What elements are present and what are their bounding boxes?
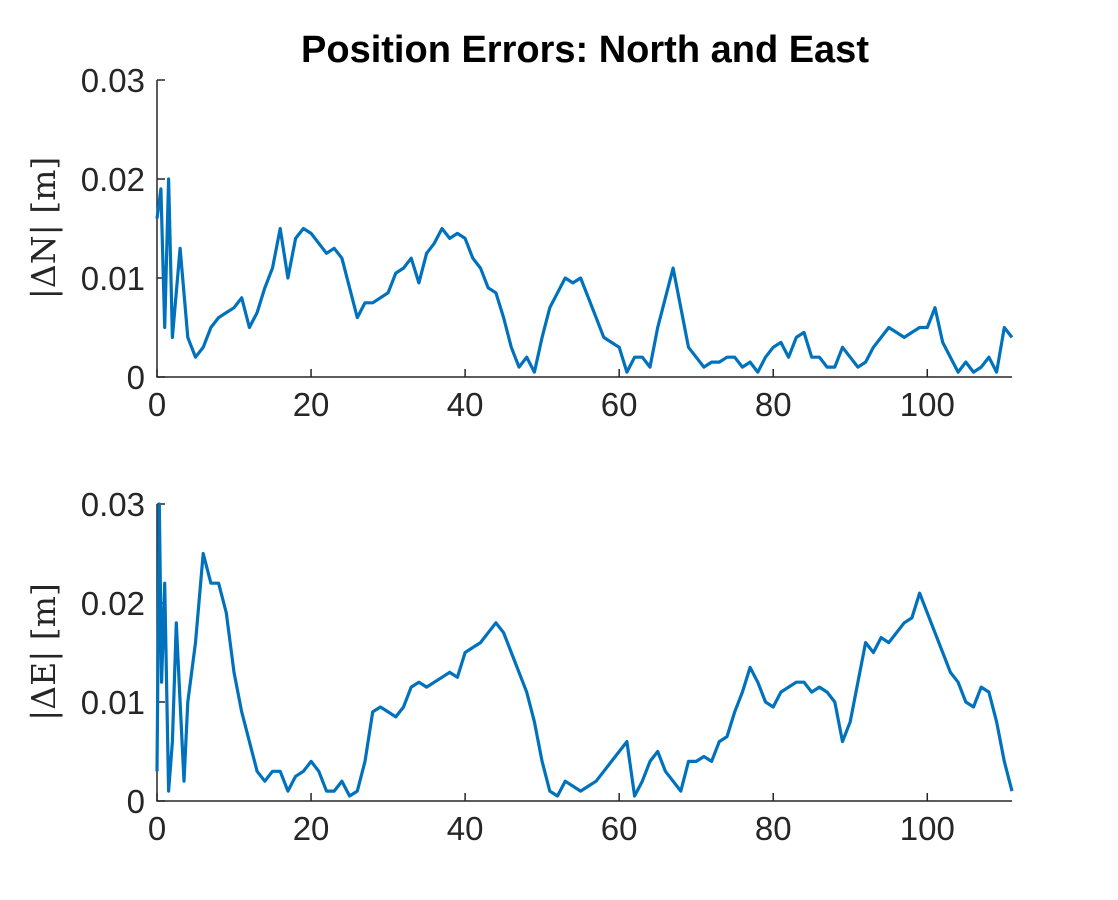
north-yticks: 0 0.01 0.02 0.03 bbox=[81, 62, 165, 396]
north-xtick-label: 100 bbox=[900, 386, 955, 423]
north-xtick-label: 40 bbox=[447, 386, 484, 423]
chart-title: Position Errors: North and East bbox=[301, 29, 869, 71]
north-ytick-label: 0.03 bbox=[81, 62, 145, 99]
east-xtick-label: 100 bbox=[900, 810, 955, 847]
east-error-axes: |ΔE| [m] 0 20 40 60 80 100 0 0.01 0.02 0.03 bbox=[24, 486, 1014, 847]
east-ytick-label: 0.03 bbox=[81, 486, 145, 523]
north-xtick-label: 80 bbox=[755, 386, 792, 423]
east-xtick-label: 40 bbox=[447, 810, 484, 847]
north-error-line bbox=[155, 177, 1014, 374]
north-xtick-label: 20 bbox=[293, 386, 330, 423]
north-xticks: 0 20 40 60 80 100 bbox=[148, 369, 955, 423]
east-ytick-label: 0 bbox=[127, 783, 145, 820]
north-ytick-label: 0.02 bbox=[81, 161, 145, 198]
east-ylabel: |ΔE| [m] bbox=[24, 583, 63, 721]
north-xtick-label: 0 bbox=[148, 386, 166, 423]
east-error-line bbox=[155, 502, 1014, 798]
north-ytick-label: 0 bbox=[127, 359, 145, 396]
east-yticks: 0 0.01 0.02 0.03 bbox=[81, 486, 165, 820]
east-xtick-label: 0 bbox=[148, 810, 166, 847]
north-error-axes: |ΔN| [m] 0 20 40 60 80 100 0 0.01 0.02 0.03 bbox=[24, 62, 1014, 423]
east-xticks: 0 20 40 60 80 100 bbox=[148, 793, 955, 847]
east-xtick-label: 60 bbox=[601, 810, 638, 847]
east-ytick-label: 0.01 bbox=[81, 684, 145, 721]
north-ylabel: |ΔN| [m] bbox=[24, 157, 63, 299]
north-ytick-label: 0.01 bbox=[81, 260, 145, 297]
north-xtick-label: 60 bbox=[601, 386, 638, 423]
east-xtick-label: 20 bbox=[293, 810, 330, 847]
east-ytick-label: 0.02 bbox=[81, 585, 145, 622]
east-xtick-label: 80 bbox=[755, 810, 792, 847]
